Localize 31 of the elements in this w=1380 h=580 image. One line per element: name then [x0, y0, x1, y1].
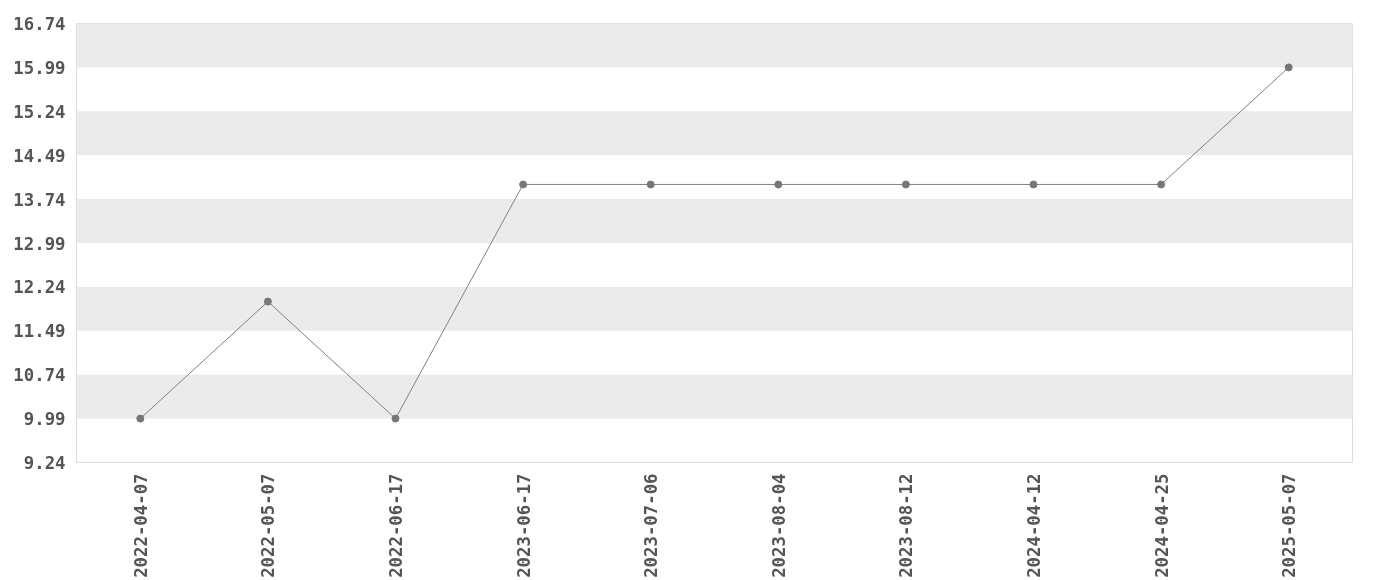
point: [1284, 63, 1293, 72]
x-tick-label: 2023-06-17: [513, 473, 534, 578]
point: [774, 180, 783, 189]
point: [1157, 180, 1166, 189]
x-tick-label: 2024-04-12: [1024, 473, 1044, 578]
y-tick-label: 15.99: [13, 57, 66, 78]
y-tick-label: 15.24: [13, 101, 66, 122]
point: [519, 180, 528, 189]
x-tick-label: 2023-08-04: [768, 473, 789, 578]
y-tick-label: 12.99: [13, 233, 66, 254]
y-tick-label: 11.49: [13, 321, 66, 342]
point: [391, 414, 400, 423]
x-tick-label: 2022-05-07: [258, 473, 279, 578]
y-tick-label: 9.24: [23, 453, 66, 473]
x-tick-label: 2023-08-12: [896, 473, 917, 578]
point: [646, 180, 655, 189]
x-tick-label: 2022-06-17: [386, 473, 406, 578]
point: [263, 297, 272, 306]
y-tick-label: 16.74: [13, 14, 66, 34]
point: [1029, 180, 1038, 189]
x-tick-label: 2022-04-07: [130, 473, 151, 578]
point: [136, 414, 145, 423]
y-tick-label: 10.74: [13, 365, 66, 386]
x-tick-label: 2024-04-25: [1151, 473, 1172, 578]
y-tick-label: 14.49: [13, 145, 66, 166]
y-tick-label: 9.99: [23, 409, 66, 430]
x-tick-label: 2025-05-07: [1279, 473, 1300, 578]
point: [901, 180, 910, 189]
y-tick-label: 13.74: [13, 189, 66, 210]
y-tick-label: 12.24: [13, 277, 66, 298]
x-tick-label: 2023-07-06: [641, 473, 662, 578]
